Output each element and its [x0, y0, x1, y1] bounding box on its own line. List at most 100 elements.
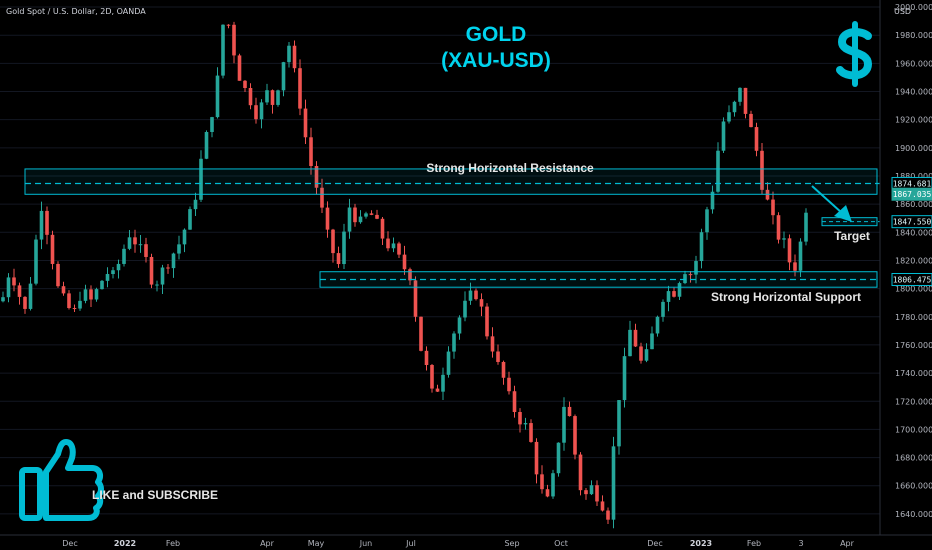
candle-body [215, 75, 220, 118]
candle-body [578, 454, 583, 491]
thumbs-up-icon [19, 439, 104, 521]
candle-body [633, 329, 638, 347]
x-axis[interactable]: Dec 2022 Feb Apr May Jun Jul Sep Oct Dec 2023 Feb 3 A… [0, 534, 932, 548]
candle-body [501, 361, 506, 378]
candle-body [61, 286, 66, 294]
candle-body [694, 261, 698, 275]
candle-body [292, 45, 297, 69]
y-tick-label: 1800.000 [895, 285, 932, 294]
candle-body [364, 213, 368, 217]
candle-body [545, 489, 550, 497]
candle-body [534, 441, 539, 475]
candle-body [419, 316, 423, 351]
candle-body [243, 80, 247, 89]
candle-body [281, 62, 286, 91]
candle-body [435, 388, 440, 392]
candle-body [474, 290, 478, 300]
candle-body [573, 416, 577, 455]
candle-body [314, 166, 319, 188]
candle-body [468, 290, 473, 301]
candle-body [380, 218, 385, 239]
grid [0, 6, 880, 515]
candle-body [89, 289, 93, 300]
candle-body [628, 329, 632, 357]
target-label: Target [834, 229, 870, 243]
candle-body [375, 214, 379, 219]
candle-body [595, 485, 599, 502]
y-tick-label: 1900.000 [895, 144, 932, 153]
candle-body [28, 283, 33, 309]
candle-body [259, 102, 264, 120]
x-tick-label: 2023 [690, 539, 712, 548]
candle-body [67, 293, 71, 309]
y-tick-label: 1660.000 [895, 482, 932, 491]
candle-body [798, 241, 803, 271]
y-tick-label: 1920.000 [895, 116, 932, 125]
y-axis[interactable]: 1640.000 1660.000 1680.000 1700.000 1720.000… [879, 0, 932, 535]
candle-body [325, 207, 330, 230]
candle-body [562, 406, 566, 443]
candle-body [413, 280, 418, 317]
candle-body [6, 277, 11, 298]
candle-body [94, 289, 99, 300]
resistance-zone [24, 168, 878, 195]
candle-body [116, 263, 121, 271]
candle-body [611, 446, 616, 520]
candle-body [50, 234, 55, 264]
candle-body [270, 90, 275, 105]
candle-body [391, 243, 396, 249]
y-tick-label: 1640.000 [895, 510, 932, 519]
candle-body [72, 308, 77, 310]
candle-body [320, 187, 324, 208]
candle-body [193, 199, 198, 210]
candle-body [111, 270, 115, 275]
candle-body [650, 333, 654, 350]
candle-body [639, 346, 643, 361]
candle-body [705, 209, 709, 233]
dollar-sign-icon [836, 21, 873, 87]
candle-body [430, 364, 434, 389]
candle-body [386, 238, 390, 249]
x-tick-label: May [308, 539, 325, 548]
candle-body [529, 423, 533, 442]
y-tick-label: 1720.000 [895, 397, 932, 406]
candle-body [518, 412, 522, 425]
candle-body [402, 254, 407, 270]
y-tick-label: 1740.000 [895, 369, 932, 378]
candle-body [479, 299, 484, 307]
candle-body [589, 485, 594, 495]
y-tick-label: 1700.000 [895, 425, 932, 434]
price-badge-text: 1874.681 [893, 179, 932, 188]
candle-body [342, 231, 346, 265]
candle-body [452, 333, 456, 352]
candle-body [358, 216, 363, 223]
candle-body [512, 391, 517, 413]
x-tick-label: Jul [405, 539, 416, 548]
candle-body [716, 150, 720, 192]
resistance-label: Strong Horizontal Resistance [426, 161, 594, 175]
y-tick-label: 1880.000 [895, 172, 932, 181]
candle-body [688, 274, 693, 276]
candle-body [1, 297, 5, 302]
candle-body [303, 108, 308, 138]
currency-label: USD [894, 7, 911, 16]
candle-body [787, 238, 792, 263]
x-tick-label: Dec [62, 539, 77, 548]
candle-body [622, 356, 627, 401]
candle-body [540, 474, 544, 490]
price-badge-support [891, 273, 932, 287]
candle-body [507, 377, 511, 392]
candle-body [34, 239, 38, 284]
candle-body [496, 351, 500, 362]
candle-body [199, 158, 203, 200]
candle-body [463, 300, 467, 318]
candle-body [166, 267, 170, 269]
candle-body [672, 291, 676, 297]
candle-body [182, 229, 187, 245]
candle-body [100, 280, 104, 290]
price-badge-last [891, 187, 932, 201]
y-tick-label: 2000.000 [895, 3, 932, 12]
candle-body [160, 267, 165, 285]
candle-body [105, 274, 110, 281]
